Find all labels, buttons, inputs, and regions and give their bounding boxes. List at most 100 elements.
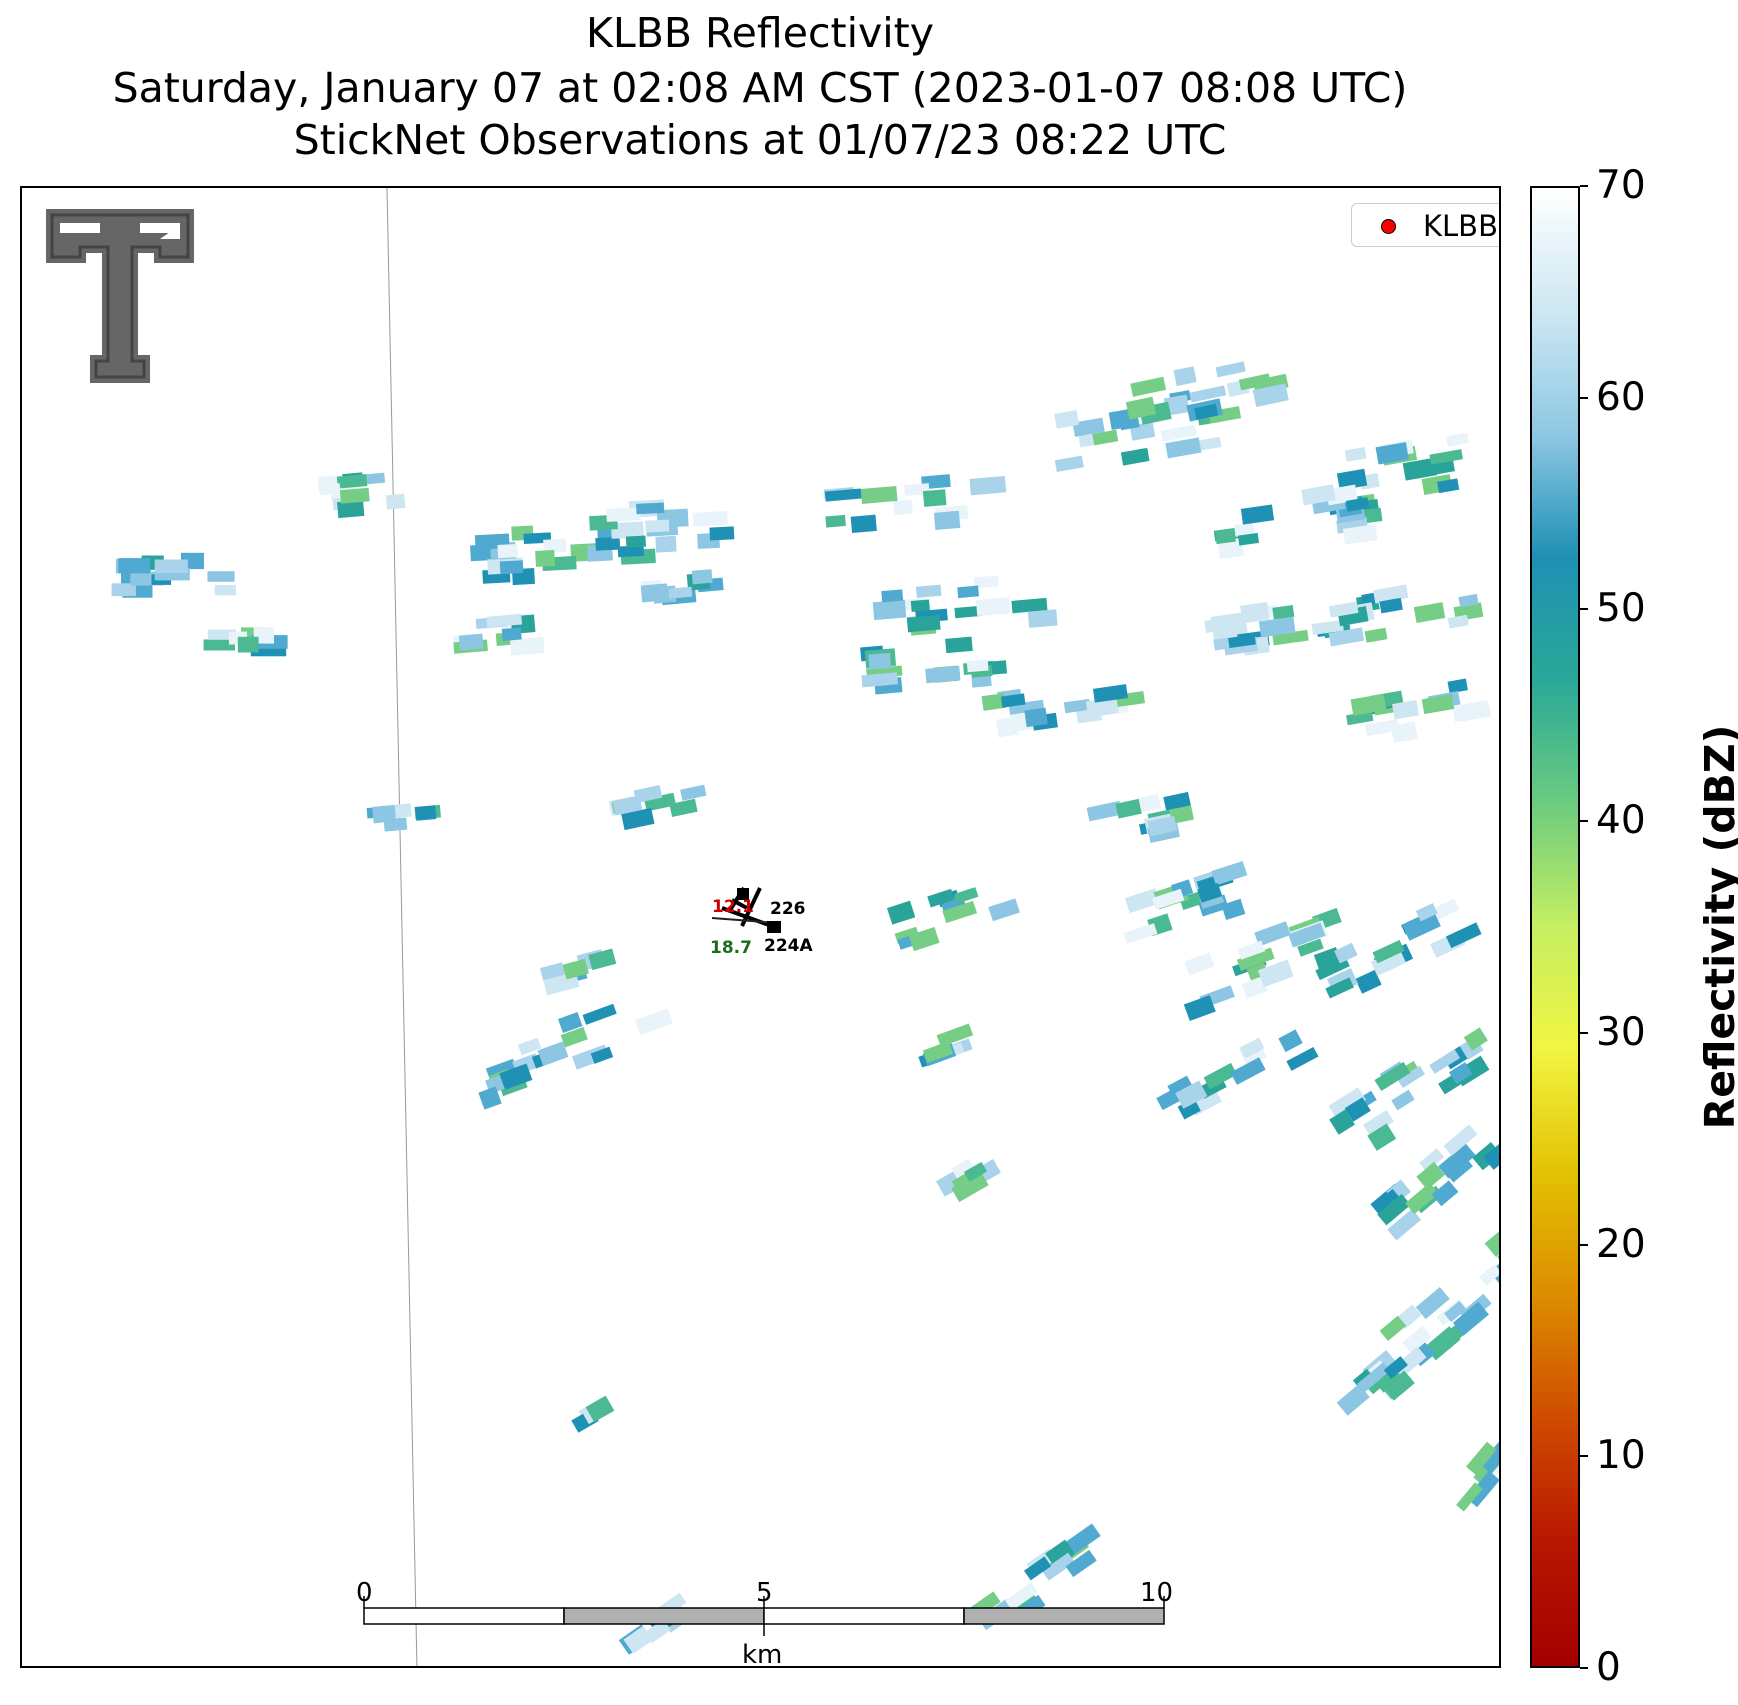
- reflectivity-cluster: [478, 1003, 673, 1110]
- reflectivity-gate: [1130, 376, 1167, 397]
- station-marker-226: [737, 888, 749, 900]
- scale-tick-0: 0: [356, 1578, 373, 1608]
- legend-label: KLBB: [1423, 209, 1498, 243]
- reflectivity-gate: [922, 1041, 953, 1064]
- reflectivity-gate: [872, 599, 907, 621]
- reflectivity-gate: [1367, 1123, 1397, 1151]
- reflectivity-gate: [1086, 800, 1123, 822]
- reflectivity-gate: [1024, 707, 1048, 728]
- reflectivity-gate: [1169, 805, 1194, 825]
- reflectivity-gate: [1063, 698, 1091, 714]
- reflectivity-gate: [1342, 524, 1378, 545]
- reflectivity-gate: [1355, 969, 1382, 994]
- radar-map[interactable]: KLBB 226 224A 12.1 18.7 0 5 10 km: [20, 186, 1501, 1668]
- reflectivity-gate: [644, 1619, 671, 1644]
- reflectivity-gate: [1152, 888, 1185, 910]
- reflectivity-gate: [1311, 619, 1344, 635]
- reflectivity-gate: [1364, 627, 1388, 643]
- reflectivity-cluster: [1183, 907, 1342, 1021]
- reflectivity-gate: [1240, 504, 1275, 525]
- reflectivity-gate: [415, 805, 437, 821]
- reflectivity-gate: [1431, 898, 1460, 921]
- reflectivity-gate: [1163, 394, 1190, 416]
- reflectivity-cluster: [936, 1158, 1001, 1203]
- reflectivity-gate: [1442, 1153, 1473, 1183]
- reflectivity-gate: [1479, 1442, 1499, 1474]
- reflectivity-gate: [988, 898, 1020, 922]
- reflectivity-gate: [560, 1026, 588, 1048]
- reflectivity-cluster: [571, 1395, 615, 1433]
- reflectivity-cluster: [640, 569, 724, 606]
- reflectivity-cluster: [111, 552, 236, 598]
- reflectivity-gate: [824, 488, 862, 502]
- reflectivity-gate: [1217, 540, 1244, 559]
- reflectivity-gate: [1421, 694, 1455, 715]
- reflectivity-gate: [517, 1037, 542, 1056]
- reflectivity-gate: [1328, 1087, 1366, 1119]
- reflectivity-gate: [557, 1012, 583, 1034]
- reflectivity-gate: [1452, 1301, 1489, 1336]
- reflectivity-cluster: [1301, 432, 1469, 518]
- reflectivity-cluster: [1370, 1124, 1499, 1241]
- double-t-logo-icon: [42, 205, 198, 387]
- reflectivity-gate: [1325, 977, 1354, 999]
- reflectivity-gate: [951, 1158, 976, 1180]
- reflectivity-gate: [1456, 1482, 1483, 1512]
- reflectivity-cluster: [1346, 678, 1492, 743]
- reflectivity-gate: [1173, 366, 1197, 387]
- reflectivity-cluster: [452, 613, 545, 656]
- reflectivity-cluster: [366, 803, 441, 832]
- scale-tick-5: 5: [756, 1578, 773, 1608]
- reflectivity-gate: [1237, 940, 1266, 960]
- reflectivity-cluster: [317, 472, 406, 519]
- reflectivity-gate: [1027, 609, 1058, 628]
- reflectivity-gate: [562, 958, 589, 980]
- station-id-224a: 224A: [764, 936, 813, 956]
- colorbar-tick-mark: [1580, 1667, 1588, 1669]
- reflectivity-gate: [1483, 1139, 1499, 1170]
- reflectivity-gate: [1416, 1161, 1445, 1190]
- reflectivity-cluster: [872, 575, 1058, 636]
- colorbar-tick-mark: [1580, 820, 1588, 823]
- reflectivity-gate: [1045, 1539, 1076, 1568]
- reflectivity-gate: [1402, 1325, 1432, 1354]
- reflectivity-gate: [1431, 1180, 1459, 1207]
- reflectivity-gate: [861, 672, 899, 688]
- reflectivity-gate: [486, 613, 523, 628]
- reflectivity-gate: [585, 1395, 615, 1423]
- reflectivity-gate: [1448, 1062, 1473, 1084]
- reflectivity-gate: [497, 543, 519, 559]
- colorbar-tick-label-0: 0: [1596, 1645, 1621, 1690]
- reflectivity-gate: [1204, 616, 1239, 633]
- reflectivity-gate: [1189, 385, 1227, 403]
- reflectivity-cluster: [1315, 898, 1482, 999]
- reflectivity-gate: [668, 586, 693, 599]
- reflectivity-gate: [339, 487, 370, 504]
- reflectivity-gate: [1437, 478, 1460, 494]
- reflectivity-gate: [1419, 1148, 1445, 1172]
- reflectivity-gate: [1372, 939, 1405, 964]
- reflectivity-gate: [942, 900, 978, 924]
- reflectivity-gate: [1072, 417, 1105, 437]
- reflectivity-gate: [1336, 1384, 1370, 1416]
- reflectivity-gate: [969, 475, 1007, 496]
- reflectivity-gate: [1239, 1037, 1265, 1059]
- colorbar-tick-mark: [1580, 1031, 1588, 1034]
- reflectivity-gate: [1257, 959, 1294, 988]
- colorbar-tick-mark: [1580, 185, 1588, 187]
- reflectivity-gate: [1363, 1109, 1394, 1137]
- colorbar-tick-label-60: 60: [1596, 374, 1646, 420]
- scale-unit: km: [742, 1640, 783, 1668]
- reflectivity-gate: [510, 636, 545, 656]
- reflectivity-gate: [623, 1625, 653, 1654]
- reflectivity-gate: [981, 693, 1007, 711]
- reflectivity-gate: [1345, 497, 1370, 512]
- reflectivity-gate: [588, 948, 617, 971]
- reflectivity-gate: [543, 538, 567, 554]
- klbb-radar-marker-icon: [1381, 219, 1396, 234]
- reflectivity-cluster: [539, 948, 617, 996]
- reflectivity-gate: [1177, 1098, 1201, 1120]
- reflectivity-gate: [1120, 447, 1150, 466]
- reflectivity-gate: [1344, 447, 1367, 462]
- reflectivity-gate: [1252, 383, 1289, 408]
